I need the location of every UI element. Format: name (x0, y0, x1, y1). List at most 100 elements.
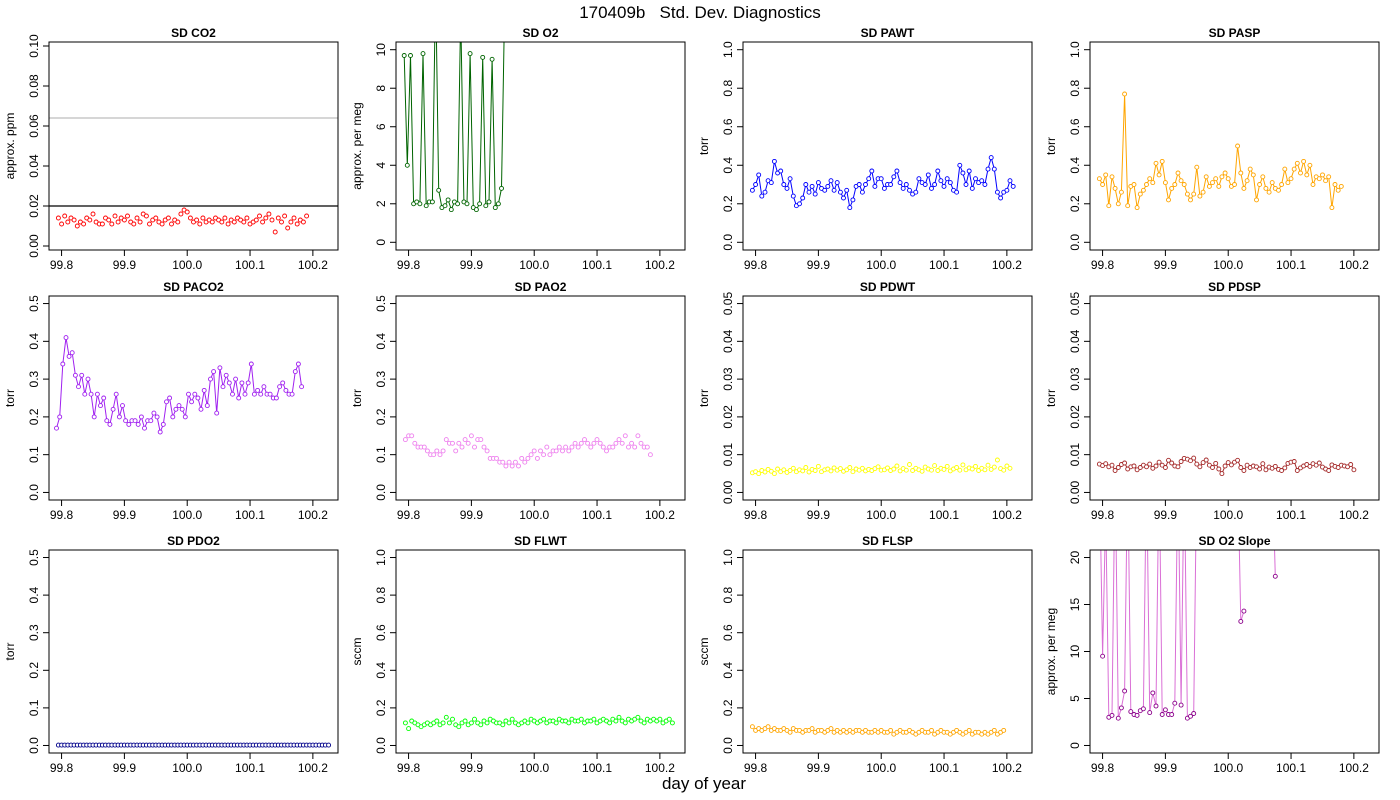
data-point (825, 183, 831, 189)
data-point (872, 183, 878, 189)
data-point (251, 391, 257, 397)
plot-frame (1089, 41, 1380, 251)
data-point (1162, 465, 1168, 470)
data-point (768, 180, 774, 186)
data-point (1219, 174, 1225, 180)
y-tick-label: 0.8 (1068, 80, 1082, 97)
data-point (443, 714, 449, 720)
data-point (464, 201, 470, 207)
y-axis-label: torr (3, 389, 17, 407)
data-point (954, 465, 960, 470)
data-point (148, 418, 154, 424)
data-point (494, 455, 499, 461)
chart-panel: SD PDSP torr 99.8 99.9 100.0 100.1 100.2 0.00 0.… (1044, 280, 1380, 522)
data-point (294, 221, 300, 227)
data-point (170, 414, 176, 420)
data-point (200, 215, 206, 221)
data-point (495, 201, 501, 207)
data-point (1216, 183, 1222, 189)
data-point (116, 414, 122, 420)
data-point (1134, 712, 1140, 718)
data-point (1188, 713, 1193, 719)
data-point (613, 440, 619, 446)
data-point (220, 384, 226, 390)
data-point (891, 174, 897, 180)
data-point (588, 444, 594, 450)
data-point (932, 182, 938, 187)
data-point (903, 467, 909, 473)
data-point (453, 448, 459, 454)
data-point (442, 203, 448, 209)
data-point (756, 172, 762, 178)
y-tick-label: 0.01 (1068, 443, 1082, 467)
data-point (277, 384, 283, 390)
data-point (421, 444, 427, 450)
data-point (897, 180, 903, 186)
y-tick-label: 0.6 (721, 624, 735, 641)
data-point (591, 440, 597, 446)
data-point (762, 469, 768, 475)
data-point (806, 189, 812, 195)
data-point (66, 353, 72, 359)
x-tick-label: 100.1 (1276, 258, 1306, 272)
x-tick-label: 99.8 (1091, 258, 1115, 272)
data-point (1118, 705, 1124, 711)
data-point (477, 201, 483, 207)
data-point (803, 465, 809, 470)
data-point (82, 391, 88, 397)
data-point (109, 221, 115, 227)
data-point (619, 440, 625, 446)
data-point (182, 414, 188, 420)
data-point (1197, 193, 1203, 199)
data-point (534, 455, 540, 461)
y-tick-label: 0.1 (27, 446, 41, 463)
x-tick-label: 100.2 (298, 761, 328, 775)
data-point (863, 182, 868, 187)
y-tick-label: 0.02 (1068, 405, 1082, 429)
data-point (402, 437, 408, 443)
data-point (167, 395, 173, 401)
y-axis-label: sccm (697, 638, 711, 666)
data-point (275, 215, 281, 221)
y-tick-label: 0.02 (721, 405, 735, 429)
data-point (113, 391, 119, 397)
data-point (806, 469, 812, 475)
y-axis-label: torr (697, 137, 711, 155)
data-point (509, 716, 515, 722)
data-point (112, 213, 118, 219)
data-point (531, 448, 537, 454)
data-point (484, 720, 490, 726)
data-point (131, 221, 137, 227)
plot-frame (48, 549, 339, 754)
data-point (169, 221, 174, 227)
data-point (503, 0, 507, 4)
data-point (107, 421, 113, 427)
y-tick-label: 0 (374, 239, 388, 246)
data-point (272, 229, 278, 235)
data-point (198, 406, 204, 412)
data-point (412, 440, 418, 446)
data-point (647, 452, 653, 458)
x-tick-label: 100.2 (1339, 761, 1369, 775)
data-point (866, 176, 872, 182)
data-point (253, 217, 259, 223)
y-axis-label: approx. per meg (350, 102, 364, 189)
data-point (553, 448, 559, 454)
y-axis-label: torr (697, 389, 711, 407)
data-point (1203, 174, 1209, 180)
data-point (1279, 468, 1285, 473)
data-point (1191, 191, 1197, 197)
data-point (60, 361, 66, 367)
x-tick-label: 100.1 (235, 258, 265, 272)
y-tick-label: 0.3 (374, 370, 388, 387)
data-point (610, 444, 616, 450)
data-point (125, 213, 130, 219)
data-point (1188, 197, 1193, 203)
data-point (1332, 182, 1338, 187)
data-point (222, 215, 228, 221)
data-point (1150, 690, 1156, 696)
y-tick-label: 0.3 (27, 370, 41, 387)
data-point (1191, 455, 1197, 461)
panel-title: SD FLWT (514, 534, 567, 548)
data-point (173, 406, 179, 412)
